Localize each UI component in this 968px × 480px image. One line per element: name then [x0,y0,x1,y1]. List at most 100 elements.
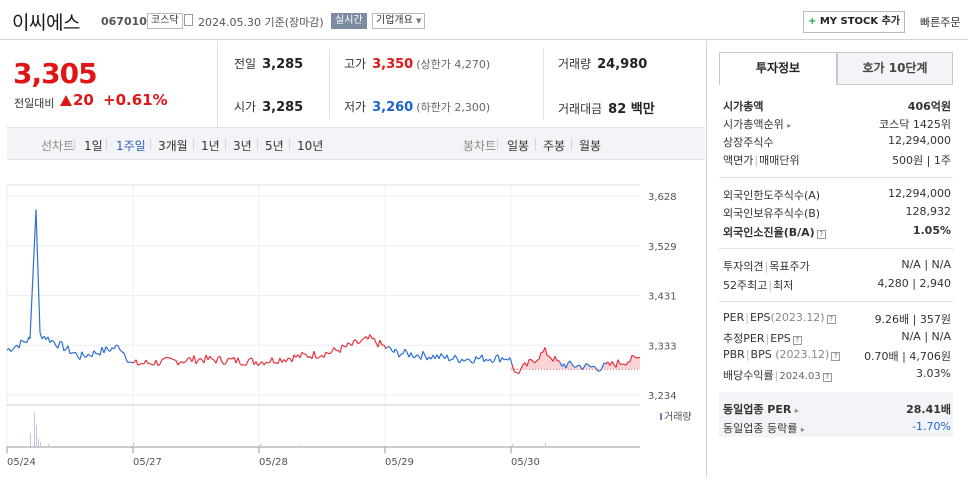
period-5y[interactable]: 5년 [265,137,284,154]
price-line-segment [362,338,364,339]
chevron-down-icon: ▼ [416,17,421,25]
help-icon[interactable]: ? [827,315,836,324]
period-3y[interactable]: 3년 [233,137,252,154]
price-line-segment [600,368,602,371]
price-line-segment [240,364,242,365]
price-line-segment [178,362,180,365]
per-label: PER [723,311,744,324]
price-line-segment [88,354,90,355]
info-foreign-hold: 외국인보유주식수(B) 128,932 [723,205,951,221]
price-line-segment [482,355,484,362]
y-tick-label: 3,333 [648,341,677,352]
sector-change-label: 동일업종 등락률 [723,422,797,435]
price-line-segment [417,355,419,357]
price-line-segment [36,210,38,272]
price-line-segment [395,349,397,351]
price-line-segment [476,356,478,359]
price-line-segment [274,363,276,364]
price-line-segment [312,351,314,359]
info-est-per: 추정PER|EPS?N/A | N/A [723,330,951,346]
info-sector-change[interactable]: 동일업종 등락률 ▸-1.70% [723,420,951,436]
target-label: 목표주가 [769,260,809,273]
price-line-segment [220,356,222,362]
chevron-right-icon: ▸ [801,425,805,434]
price-line-segment [23,342,25,343]
price-line-segment [27,337,29,342]
info-dividend: 배당수익률|2024.03?3.03% [723,367,951,383]
plus-icon: + [808,16,816,27]
document-icon[interactable] [184,14,193,26]
price-line-segment [156,360,158,365]
bps-year: (2023.12) [775,348,829,361]
par-unit-value: 500원 | 1주 [892,152,951,168]
help-icon[interactable]: ? [793,336,802,345]
add-mystock-button[interactable]: + MY STOCK 추가 [803,11,905,33]
price-line-segment [186,358,188,361]
realtime-button[interactable]: 실시간 [331,13,367,29]
volume-bar [40,442,41,447]
price-line-segment [222,362,224,364]
quick-order-link[interactable]: 빠른주문 [920,14,960,30]
candle-daily[interactable]: 일봉 [507,137,529,154]
price-line-segment [19,340,21,348]
market-cap-label: 시가총액 [723,100,763,113]
price-line-segment [252,358,254,364]
change-label: 전일대비 [14,95,54,111]
info-pbr-bps: PBR|BPS (2023.12)?0.70배 | 4,706원 [723,348,951,364]
help-icon[interactable]: ? [831,352,840,361]
help-icon[interactable]: ? [817,230,826,239]
price-line-segment [559,361,560,363]
price-line-segment [130,362,132,363]
price-line-segment [246,361,248,366]
eps-label: EPS [750,311,771,324]
help-icon[interactable]: ? [823,373,832,382]
price-line-segment [258,364,260,366]
tab-invest-info[interactable]: 투자정보 [719,52,837,85]
low-label: 저가 [344,100,366,114]
candle-monthly[interactable]: 월봉 [579,137,601,154]
price-line-segment [468,359,470,361]
price-line-segment [314,351,316,358]
price-line-segment [490,359,492,362]
price-line-segment [94,351,96,354]
low-value: 3,260 [372,100,413,115]
period-1y[interactable]: 1년 [201,137,220,154]
volume-bar [30,433,31,447]
open-value: 3,285 [262,100,303,115]
price-line-segment [486,359,488,361]
est-per-label: 추정PER [723,332,764,345]
price-line-segment [21,340,23,342]
foreign-hold-value: 128,932 [906,205,952,218]
y-tick-label: 3,628 [648,192,677,203]
price-line-segment [110,348,112,352]
price-line-segment [492,361,494,362]
price-line-segment [478,358,480,359]
info-market-cap-rank[interactable]: 시가총액순위 ▸코스닥 1425위 [723,116,951,132]
price-line-segment [502,358,504,360]
price-line-segment [30,296,32,339]
company-overview-dropdown[interactable]: 기업개요 ▼ [372,13,425,29]
unit-label: 매매단위 [759,154,799,167]
period-1d[interactable]: 1일 [84,137,103,154]
up-triangle-icon [60,95,72,106]
info-sector-per[interactable]: 동일업종 PER ▸28.41배 [723,401,951,417]
price-line-segment [224,363,226,364]
price-line-segment [498,355,500,362]
market-cap-value: 406억원 [908,100,951,113]
foreign-hold-label: 외국인보유주식수(B) [723,205,820,221]
price-line-segment [32,253,34,296]
high-value: 3,350 [372,57,413,72]
price-line-segment [150,363,152,364]
tab-orderbook[interactable]: 호가 10단계 [837,52,953,85]
period-10y[interactable]: 10년 [297,137,323,154]
candle-weekly[interactable]: 주봉 [543,137,565,154]
period-3m[interactable]: 3개월 [158,137,188,154]
candle-chart-label: 봉차트 [463,137,496,154]
volume-value: 24,980 [597,57,647,72]
price-line-segment [160,360,162,365]
period-1w[interactable]: 1주일 [116,137,146,154]
